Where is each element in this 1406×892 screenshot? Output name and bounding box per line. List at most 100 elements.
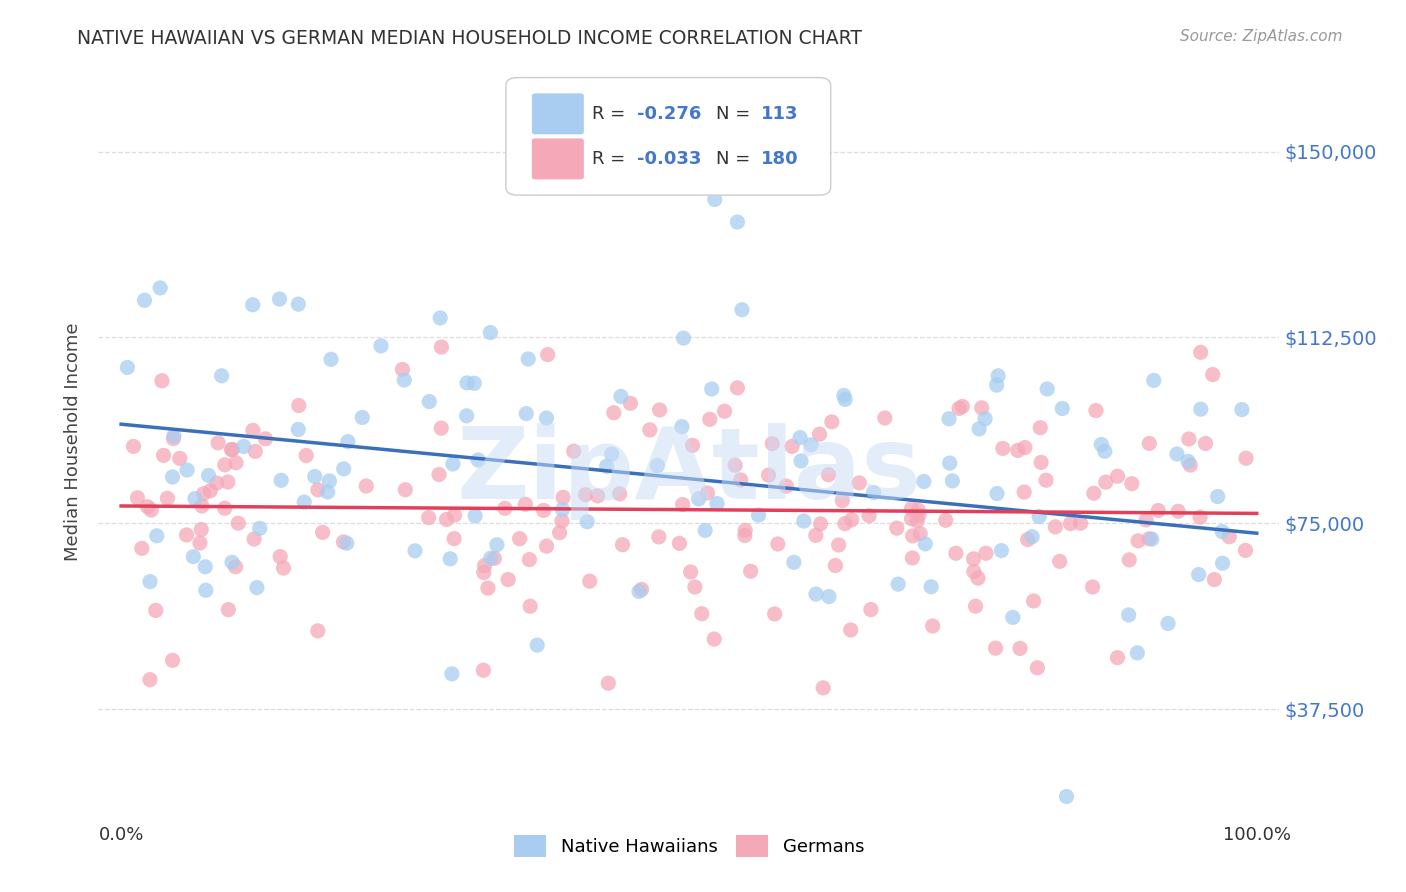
Point xyxy=(638,423,661,437)
Point xyxy=(439,551,461,566)
Point xyxy=(430,421,453,435)
Point xyxy=(200,483,222,498)
Point xyxy=(270,473,292,487)
Point xyxy=(162,432,184,446)
Point xyxy=(789,431,811,445)
Point xyxy=(188,536,211,550)
Point xyxy=(1188,567,1211,582)
Point xyxy=(436,512,458,526)
Point xyxy=(225,559,247,574)
Point xyxy=(477,581,499,595)
Point xyxy=(134,293,156,308)
Point xyxy=(533,503,555,517)
Point xyxy=(485,538,508,552)
Point xyxy=(862,485,884,500)
Point xyxy=(775,479,797,493)
Point xyxy=(831,493,853,508)
Text: 113: 113 xyxy=(761,105,799,123)
Point xyxy=(1166,447,1188,461)
Point xyxy=(221,442,243,457)
Point xyxy=(811,681,834,695)
Point xyxy=(536,539,558,553)
Point xyxy=(1022,594,1045,608)
Point xyxy=(761,436,783,450)
Point xyxy=(1094,475,1116,490)
Point xyxy=(628,584,651,599)
Point xyxy=(974,411,997,425)
Point xyxy=(821,415,844,429)
Point xyxy=(970,401,993,415)
Point xyxy=(225,456,247,470)
Point xyxy=(848,475,870,490)
Point xyxy=(914,537,936,551)
Point xyxy=(839,623,862,637)
Point xyxy=(810,516,832,531)
Point xyxy=(900,512,922,526)
Point xyxy=(873,411,896,425)
Point xyxy=(648,403,671,417)
Point xyxy=(1059,516,1081,531)
Point xyxy=(600,447,623,461)
Point xyxy=(887,577,910,591)
Point xyxy=(1167,504,1189,518)
Point xyxy=(515,407,537,421)
Point xyxy=(562,444,585,458)
Point xyxy=(1107,650,1129,665)
Point xyxy=(841,513,863,527)
Point xyxy=(211,368,233,383)
Point xyxy=(122,439,145,453)
Text: N =: N = xyxy=(716,150,756,168)
Point xyxy=(630,582,652,597)
Point xyxy=(730,473,752,487)
Point xyxy=(474,558,496,573)
Point xyxy=(747,508,769,523)
Point xyxy=(519,599,541,614)
Point xyxy=(1118,607,1140,622)
Point xyxy=(245,444,267,458)
Point xyxy=(1049,554,1071,568)
Point xyxy=(139,574,162,589)
Point xyxy=(141,503,163,517)
Point xyxy=(858,508,880,523)
Point xyxy=(1007,443,1029,458)
Point xyxy=(311,525,333,540)
Point xyxy=(269,292,291,306)
Point xyxy=(163,429,186,443)
Point xyxy=(734,524,756,538)
Point xyxy=(1211,524,1233,539)
Point xyxy=(273,561,295,575)
Point xyxy=(696,486,718,500)
Point xyxy=(288,399,311,413)
Point xyxy=(612,538,634,552)
Point xyxy=(205,476,228,491)
Point xyxy=(440,666,463,681)
Point xyxy=(901,551,924,566)
Point xyxy=(430,340,453,354)
Point xyxy=(443,532,465,546)
Point xyxy=(1180,458,1202,472)
Point xyxy=(553,491,575,505)
Point xyxy=(254,432,277,446)
Point xyxy=(162,470,184,484)
Point xyxy=(214,501,236,516)
Point xyxy=(169,451,191,466)
Point xyxy=(496,573,519,587)
Point xyxy=(963,565,986,579)
Point xyxy=(242,423,264,437)
Point xyxy=(551,514,574,528)
Point xyxy=(139,673,162,687)
Point xyxy=(824,558,846,573)
Point xyxy=(1035,473,1057,487)
Point xyxy=(967,571,990,585)
Point xyxy=(921,619,943,633)
Text: Source: ZipAtlas.com: Source: ZipAtlas.com xyxy=(1180,29,1343,44)
Point xyxy=(683,580,706,594)
Point xyxy=(609,487,631,501)
Point xyxy=(690,607,713,621)
Point xyxy=(176,528,198,542)
Point xyxy=(731,302,754,317)
Point xyxy=(1157,616,1180,631)
Point xyxy=(948,401,970,416)
Point xyxy=(370,339,392,353)
Point xyxy=(991,442,1014,456)
